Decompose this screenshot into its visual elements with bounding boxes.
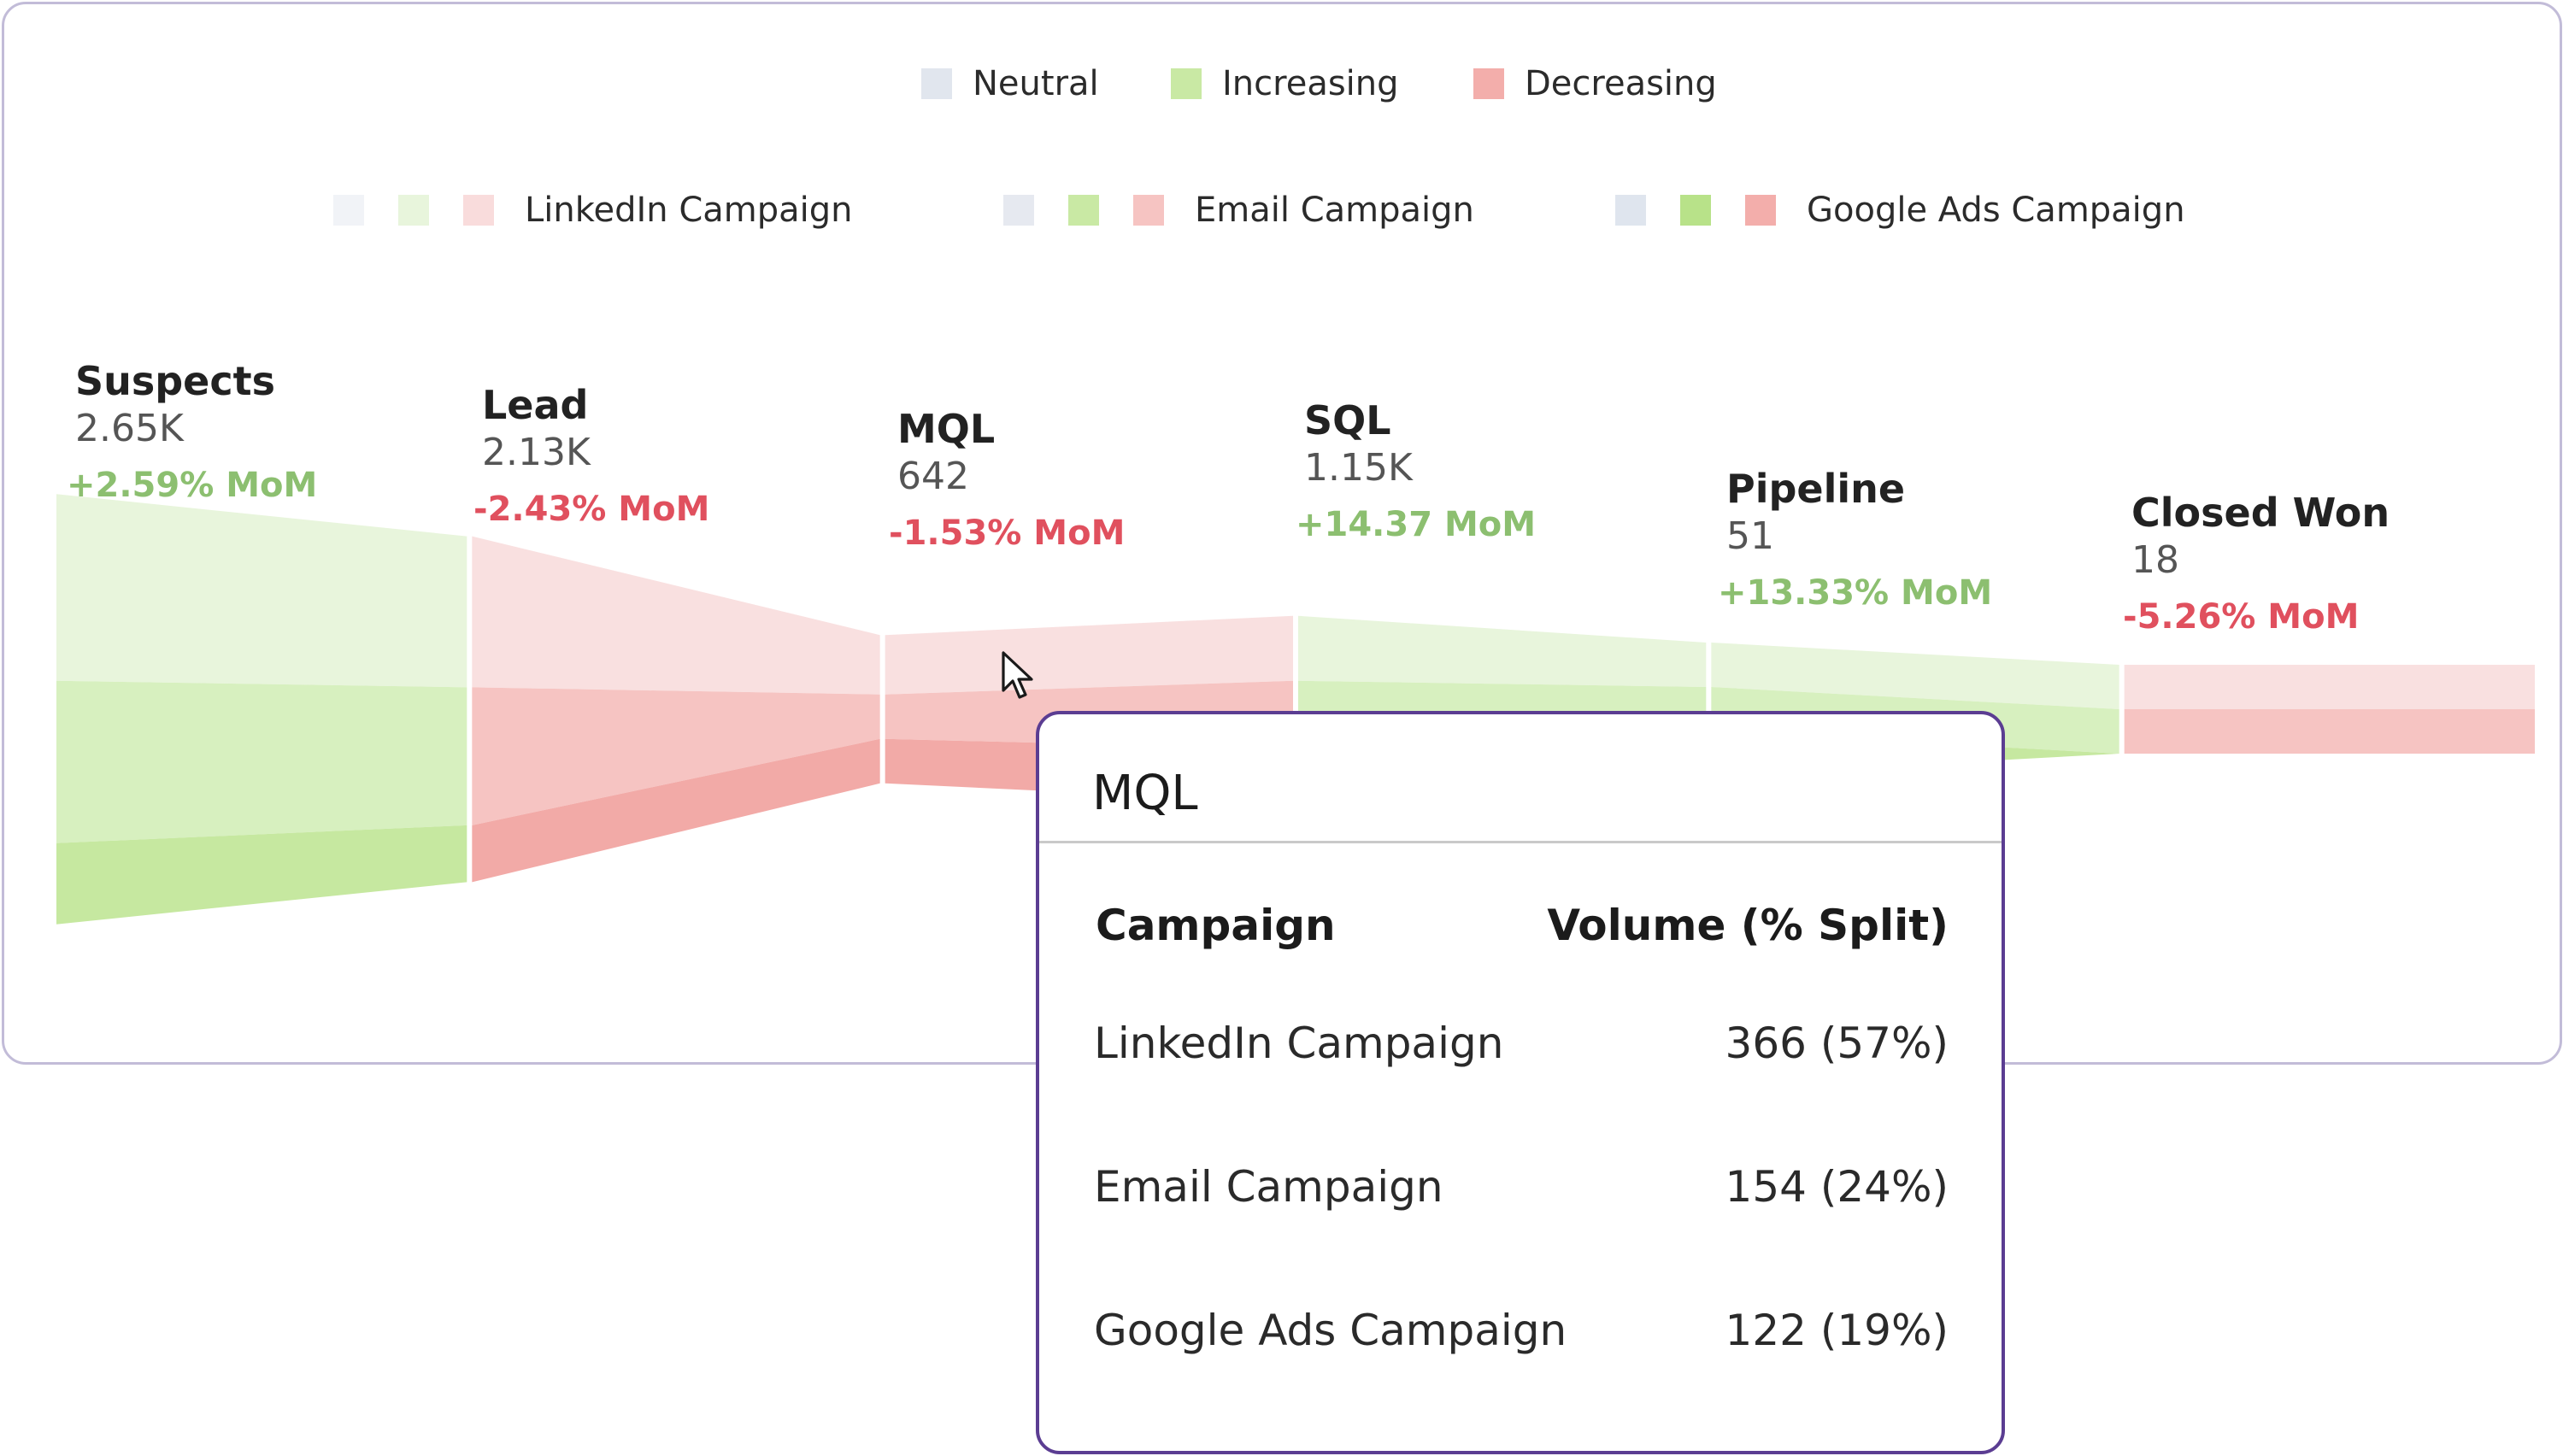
funnel-band-sql-0[interactable]	[1298, 615, 1707, 687]
tooltip-col-campaign: Campaign	[1096, 901, 1336, 950]
stage-total: 1.15K	[1304, 446, 1413, 490]
stage-label-sql: SQL 1.15K +14.37 MoM	[1296, 396, 1536, 549]
tooltip-col-volume: Volume (% Split)	[1547, 901, 1949, 950]
stage-name: SQL	[1304, 397, 1391, 443]
funnel-band-lead-1[interactable]	[472, 687, 880, 825]
tooltip-divider	[1039, 841, 2002, 843]
stage-mom: -5.26% MoM	[2123, 597, 2360, 637]
legend-swatch-increasing	[1171, 68, 1202, 99]
legend-swatch-email-increasing	[1068, 195, 1099, 226]
legend-label-email: Email Campaign	[1195, 191, 1474, 230]
funnel-band-closed-won-0[interactable]	[2124, 665, 2535, 709]
legend-swatch-google-decreasing	[1745, 195, 1776, 226]
funnel-band-suspects-1[interactable]	[56, 680, 467, 843]
legend-swatch-linkedin-increasing	[398, 195, 429, 226]
stage-mom: +13.33% MoM	[1718, 573, 1993, 613]
stage-label-closed-won: Closed Won 18 -5.26% MoM	[2123, 489, 2390, 641]
legend-label-decreasing: Decreasing	[1525, 64, 1717, 103]
mouse-cursor-icon	[1002, 651, 1033, 699]
stage-label-mql: MQL 642 -1.53% MoM	[889, 405, 1125, 557]
legend-swatch-linkedin-neutral	[333, 195, 364, 226]
funnel-band-mql-0[interactable]	[885, 615, 1293, 695]
legend-swatch-google-neutral	[1615, 195, 1646, 226]
stage-name: Closed Won	[2131, 490, 2390, 536]
stage-total: 18	[2131, 538, 2179, 582]
tooltip-title: MQL	[1092, 766, 1198, 821]
legend-label-linkedin: LinkedIn Campaign	[525, 191, 853, 230]
stage-mom: -1.53% MoM	[889, 514, 1126, 553]
stage-total: 51	[1726, 514, 1774, 558]
stage-mom: -2.43% MoM	[473, 490, 710, 529]
legend-swatch-linkedin-decreasing	[463, 195, 494, 226]
stage-name: Pipeline	[1726, 466, 1906, 512]
stage-name: Suspects	[75, 358, 276, 404]
legend-label-google: Google Ads Campaign	[1807, 191, 2185, 230]
legend-swatch-decreasing	[1473, 68, 1504, 99]
stage-total: 642	[897, 455, 969, 498]
stage-mom: +2.59% MoM	[67, 466, 318, 505]
legend-label-neutral: Neutral	[973, 64, 1099, 103]
funnel-band-suspects-2[interactable]	[56, 825, 467, 925]
stage-total: 2.13K	[482, 431, 591, 474]
stage-name: MQL	[897, 406, 996, 452]
tooltip-row-campaign: Google Ads Campaign	[1094, 1306, 1567, 1355]
funnel-band-lead-2[interactable]	[472, 738, 880, 883]
stage-mom: +14.37 MoM	[1296, 505, 1537, 544]
tooltip-row-volume: 366 (57%)	[1725, 1019, 1949, 1068]
stage-label-suspects: Suspects 2.65K +2.59% MoM	[67, 357, 317, 509]
funnel-band-suspects-0[interactable]	[56, 494, 467, 688]
legend-swatch-email-neutral	[1003, 195, 1034, 226]
funnel-band-lead-0[interactable]	[472, 536, 880, 695]
stage-name: Lead	[482, 382, 589, 428]
funnel-band-pipeline-0[interactable]	[1711, 643, 2119, 709]
legend-swatch-google-increasing	[1680, 195, 1711, 226]
legend-swatch-email-decreasing	[1133, 195, 1164, 226]
stage-label-pipeline: Pipeline 51 +13.33% MoM	[1718, 465, 1992, 617]
tooltip-row-campaign: Email Campaign	[1094, 1162, 1443, 1212]
stage-total: 2.65K	[75, 407, 184, 450]
funnel-band-closed-won-1[interactable]	[2124, 709, 2535, 754]
stage-tooltip: MQL Campaign Volume (% Split) LinkedIn C…	[1036, 711, 2005, 1454]
stage-label-lead: Lead 2.13K -2.43% MoM	[473, 381, 709, 533]
tooltip-row-campaign: LinkedIn Campaign	[1094, 1019, 1504, 1068]
legend-swatch-neutral	[921, 68, 952, 99]
legend-label-increasing: Increasing	[1222, 64, 1399, 103]
tooltip-row-volume: 122 (19%)	[1725, 1306, 1949, 1355]
tooltip-row-volume: 154 (24%)	[1725, 1162, 1949, 1212]
